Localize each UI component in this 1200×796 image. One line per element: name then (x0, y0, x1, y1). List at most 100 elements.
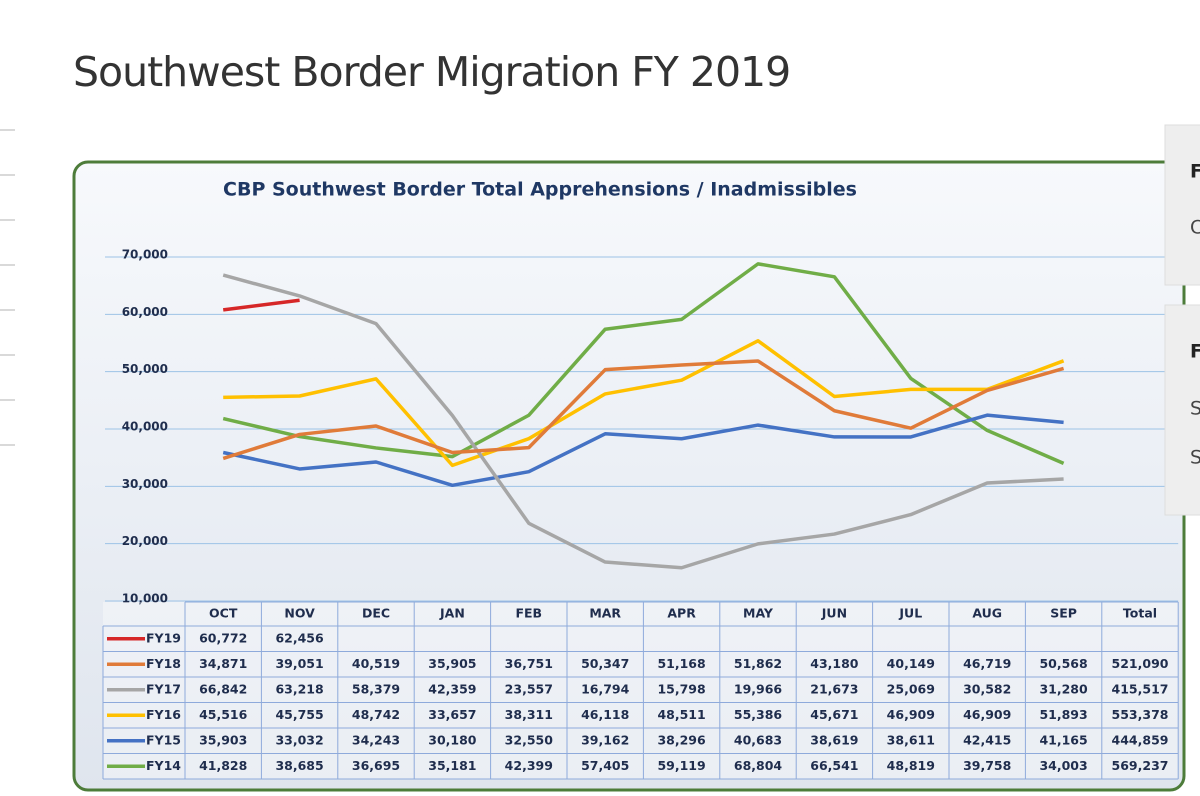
table-cell: 46,719 (963, 656, 1011, 671)
table-cell: 33,657 (428, 707, 476, 722)
sidebar-text: F (1190, 341, 1200, 363)
table-cell: 35,181 (428, 758, 476, 773)
table-cell: 51,862 (734, 656, 782, 671)
table-cell: 19,966 (734, 681, 783, 696)
table-cell: 55,386 (734, 707, 783, 722)
x-tick-label: APR (667, 606, 696, 621)
y-tick-label: 10,000 (122, 592, 168, 606)
table-cell: 42,415 (963, 732, 1011, 747)
sidebar-text: F (1190, 161, 1200, 183)
x-tick-label: FEB (515, 606, 542, 621)
series-line (222, 273, 1064, 570)
table-cell: 30,180 (428, 732, 477, 747)
table-cell: 62,456 (275, 630, 324, 645)
sidebar-text: S (1190, 447, 1200, 469)
sidebar-text: C (1190, 217, 1200, 239)
table-cell: 36,751 (505, 656, 553, 671)
table-cell: 38,619 (810, 732, 858, 747)
side-panels: F C F S S (1164, 124, 1200, 516)
plot: 10,000 20,000 30,000 40,000 50,000 60,000 70,0… (102, 248, 1179, 780)
table-cell: 35,905 (428, 656, 476, 671)
y-tick-label: 30,000 (122, 477, 168, 491)
table-total: 444,859 (1112, 732, 1169, 747)
table-cell: 46,909 (963, 707, 1011, 722)
table-total: 553,378 (1112, 707, 1169, 722)
table-cell: 32,550 (505, 732, 554, 747)
table-cell: 45,516 (199, 707, 248, 722)
x-tick-label: MAY (743, 606, 774, 621)
table-cell: 41,828 (199, 758, 247, 773)
table-cell: 39,758 (963, 758, 1011, 773)
series-line (222, 359, 1065, 461)
table-bg (103, 602, 1179, 779)
table-cell: 38,685 (275, 758, 323, 773)
table-cell: 57,405 (581, 758, 629, 773)
table-cell: 16,794 (581, 681, 630, 696)
legend-label: FY14 (146, 758, 181, 773)
series-line (223, 339, 1065, 468)
table-cell: 25,069 (887, 681, 935, 696)
table-total: 415,517 (1112, 681, 1169, 696)
table-cell: 48,819 (887, 758, 935, 773)
legend-label: FY15 (146, 732, 181, 747)
table-cell: 41,165 (1039, 732, 1087, 747)
table-cell: 46,118 (581, 707, 629, 722)
table-cell: 48,511 (657, 707, 705, 722)
table-cell: 43,180 (810, 656, 859, 671)
table-cell: 45,671 (810, 707, 858, 722)
table-header: Total (1123, 606, 1157, 621)
table-cell: 50,568 (1039, 656, 1087, 671)
x-tick-label: OCT (209, 606, 238, 621)
x-tick-label: DEC (362, 606, 390, 621)
table-cell: 30,582 (963, 681, 1011, 696)
series-line (222, 298, 300, 312)
table-cell: 38,296 (657, 732, 706, 747)
y-tick-label: 20,000 (122, 534, 168, 548)
legend-label: FY18 (146, 656, 181, 671)
table-cell: 45,755 (275, 707, 323, 722)
table-cell: 68,804 (734, 758, 783, 773)
table-cell: 23,557 (505, 681, 553, 696)
table-cell: 34,871 (199, 656, 247, 671)
table-cell: 66,541 (810, 758, 858, 773)
x-tick-label: AUG (972, 606, 1002, 621)
table-cell: 35,903 (199, 732, 247, 747)
table-cell: 66,842 (199, 681, 247, 696)
page-title: Southwest Border Migration FY 2019 (73, 48, 790, 96)
table-cell: 34,003 (1039, 758, 1087, 773)
chart-title: CBP Southwest Border Total Apprehensions… (223, 179, 857, 201)
table-cell: 58,379 (352, 681, 400, 696)
x-tick-label: JAN (439, 606, 465, 621)
table-cell: 51,168 (657, 656, 705, 671)
legend-label: FY19 (146, 630, 181, 645)
y-tick-label: 40,000 (122, 420, 168, 434)
table-cell: 42,399 (505, 758, 553, 773)
x-tick-label: JUL (898, 606, 922, 621)
legend-label: FY16 (146, 707, 181, 722)
x-tick-label: JUN (821, 606, 847, 621)
left-rules (0, 129, 15, 446)
table-cell: 34,243 (352, 732, 400, 747)
table-cell: 39,051 (275, 656, 323, 671)
table-cell: 46,909 (887, 707, 935, 722)
legend-label: FY17 (146, 681, 181, 696)
sidebar-text: S (1190, 398, 1200, 420)
table-cell: 31,280 (1039, 681, 1088, 696)
series-line (222, 262, 1065, 465)
table-cell: 21,673 (810, 681, 858, 696)
table-cell: 38,611 (887, 732, 935, 747)
table-cell: 39,162 (581, 732, 629, 747)
table-cell: 40,683 (734, 732, 782, 747)
y-tick-label: 60,000 (122, 305, 168, 319)
table-cell: 63,218 (275, 681, 323, 696)
x-tick-label: NOV (284, 606, 315, 621)
table-cell: 15,798 (657, 681, 705, 696)
x-tick-label: SEP (1050, 606, 1077, 621)
table-cell: 42,359 (428, 681, 476, 696)
y-tick-label: 70,000 (122, 248, 168, 262)
table-cell: 51,893 (1039, 707, 1087, 722)
table-cell: 48,742 (352, 707, 400, 722)
table-cell: 59,119 (657, 758, 705, 773)
